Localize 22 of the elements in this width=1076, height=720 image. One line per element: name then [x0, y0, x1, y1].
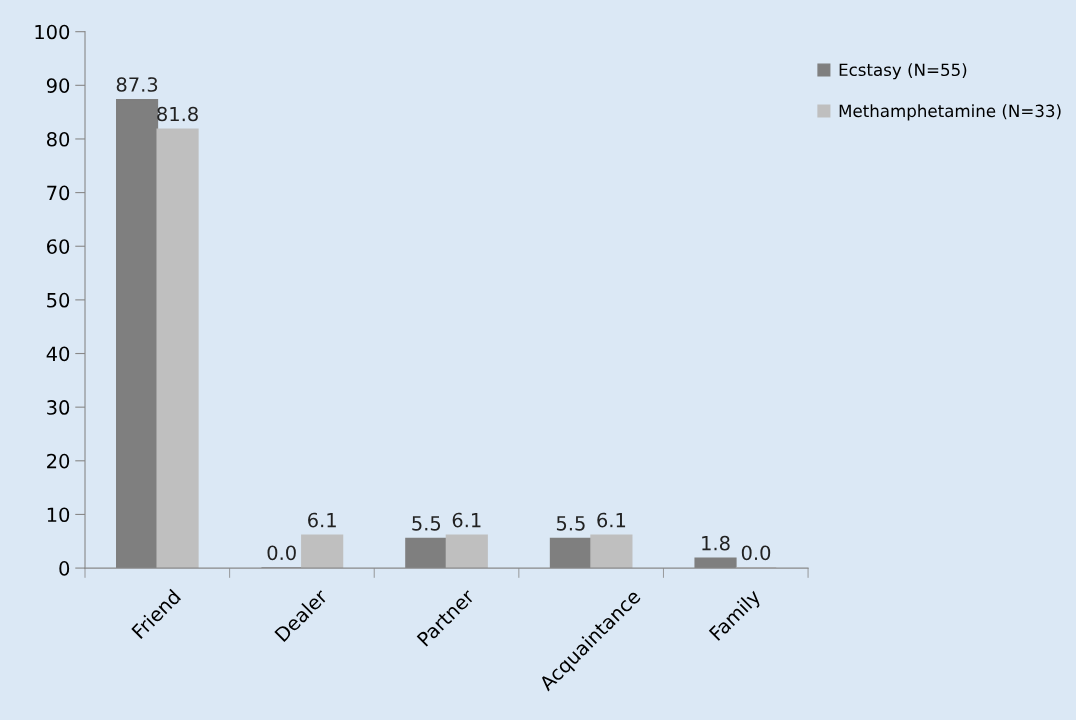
data-label: 6.1	[597, 512, 626, 528]
y-tick-label: 30	[47, 400, 70, 415]
y-tick-label: 0	[59, 561, 70, 576]
y-tick-label: 90	[46, 78, 70, 93]
y-tick-label: 60	[47, 239, 70, 254]
legend-label: Methamphetamine (N=33)	[839, 104, 1061, 121]
y-tick-label: 40	[46, 346, 70, 362]
data-label: 5.5	[412, 516, 441, 531]
data-label: 0.0	[741, 545, 771, 561]
y-tick-label: 10	[47, 507, 70, 523]
data-label: 87.3	[116, 77, 158, 92]
data-label: 5.5	[556, 516, 585, 531]
data-label: 6.1	[308, 512, 336, 528]
y-tick-label: 100	[35, 24, 70, 40]
legend-label: Ecstasy (N=55)	[839, 63, 967, 80]
y-tick-label: 50	[47, 292, 70, 308]
data-label: 1.8	[702, 535, 730, 551]
data-label: 6.1	[452, 512, 481, 528]
data-label: 0.0	[267, 545, 296, 561]
y-tick-label: 70	[47, 185, 70, 201]
y-tick-label: 20	[47, 453, 70, 469]
y-tick-label: 80	[47, 131, 70, 147]
